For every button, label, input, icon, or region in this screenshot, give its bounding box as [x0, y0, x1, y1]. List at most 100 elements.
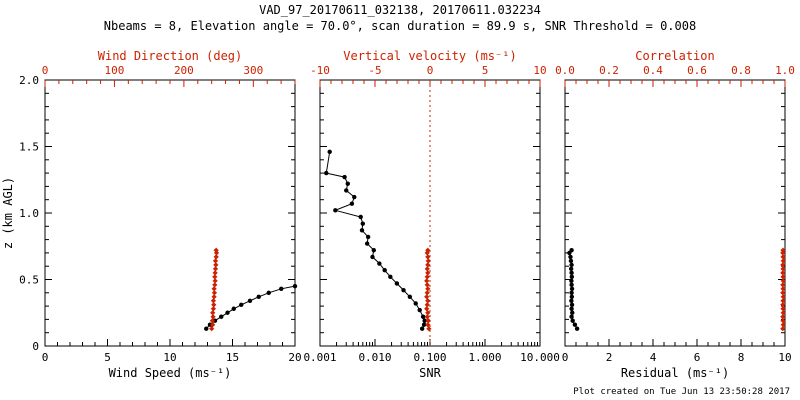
vertical-velocity-marker — [425, 322, 431, 328]
residual-marker — [569, 302, 575, 307]
correlation-marker — [780, 286, 786, 292]
residual-marker — [568, 258, 574, 264]
residual-marker — [568, 254, 573, 260]
residual-marker — [569, 282, 574, 288]
snr-marker — [371, 248, 376, 253]
x-tick-label: 10.000 — [520, 351, 560, 364]
wind-speed-marker — [204, 326, 209, 331]
residual-marker — [569, 270, 574, 276]
residual-marker — [569, 262, 574, 268]
correlation-marker — [780, 302, 786, 308]
vertical-velocity-marker — [425, 254, 431, 260]
wind-direction-marker — [211, 294, 217, 300]
snr-marker — [324, 170, 329, 176]
wind-direction-marker — [212, 258, 219, 264]
vertical-velocity-marker — [424, 266, 430, 272]
wind-direction-marker — [212, 278, 218, 284]
correlation-marker — [780, 258, 786, 264]
wind-direction-marker — [212, 282, 218, 288]
x-top-axis-label: Wind Direction (deg) — [98, 49, 243, 63]
snr-marker — [327, 149, 332, 155]
residual-marker — [569, 306, 574, 311]
wind-speed-marker — [219, 314, 224, 319]
correlation-marker — [780, 282, 786, 288]
wind-direction-marker — [213, 247, 219, 253]
x-top-tick-label: 0 — [427, 64, 434, 77]
snr-marker — [359, 228, 365, 233]
correlation-marker — [780, 306, 786, 312]
correlation-marker — [780, 247, 786, 253]
wind-direction-marker — [211, 290, 218, 296]
vertical-velocity-marker — [425, 270, 431, 276]
vertical-velocity-marker — [424, 314, 430, 320]
y-tick-label: 0 — [32, 340, 39, 353]
x-top-tick-label: 5 — [482, 64, 489, 77]
snr-marker — [364, 241, 370, 246]
correlation-marker — [780, 318, 786, 324]
plot-subtitle: Nbeams = 8, Elevation angle = 70.0°, sca… — [103, 19, 697, 33]
x-top-axis-label: Vertical velocity (ms⁻¹) — [343, 49, 516, 63]
x-top-tick-label: 0.8 — [731, 64, 751, 77]
residual-marker — [569, 294, 575, 299]
wind-direction-marker — [209, 326, 215, 332]
snr-marker — [394, 281, 400, 286]
y-tick-label: 0.5 — [19, 274, 39, 287]
correlation-marker — [780, 262, 786, 268]
correlation-marker — [780, 294, 786, 300]
x-tick-label: 20 — [288, 351, 301, 364]
snr-panel: 0.001 0.010 0.100 1.000 10.000 SNR -10 -5 0 5 10 Ve… — [303, 49, 559, 380]
snr-marker — [421, 322, 427, 327]
snr-marker — [417, 307, 422, 313]
snr-marker — [422, 318, 427, 323]
x-tick-label: 15 — [226, 351, 239, 364]
vertical-velocity-marker — [425, 310, 431, 316]
x-tick-label: 0.010 — [358, 351, 391, 364]
correlation-marker — [780, 250, 786, 256]
x-bottom-axis-label: SNR — [419, 366, 441, 380]
wind-speed-marker — [256, 294, 261, 299]
snr-marker — [349, 201, 355, 206]
residual-marker — [570, 318, 575, 323]
residual-panel: 0 2 4 6 8 10 Residual (ms⁻¹) 0.0 0.2 0.4 0.6 0.8 1.0… — [555, 49, 795, 380]
correlation-marker — [780, 322, 786, 328]
x-tick-label: 0 — [42, 351, 49, 364]
wind-direction-marker — [210, 310, 216, 316]
x-tick-label: 10 — [163, 351, 176, 364]
wind-speed-marker — [279, 286, 284, 292]
wind-direction-marker — [212, 270, 218, 276]
x-tick-label: 5 — [104, 351, 111, 364]
wind-direction-marker — [212, 274, 218, 280]
wind-speed-marker — [239, 302, 244, 307]
vertical-velocity-marker — [425, 262, 431, 268]
x-top-tick-label: -5 — [368, 64, 381, 77]
wind-direction-marker — [211, 286, 217, 292]
residual-marker — [570, 310, 575, 315]
x-top-axis-label: Correlation — [635, 49, 714, 63]
snr-marker — [407, 294, 413, 299]
residual-marker — [568, 266, 574, 272]
wind-panel: 0 5 10 15 20 Wind Speed (ms⁻¹) 0 100 200 300Wind … — [1, 49, 302, 380]
vertical-velocity-marker — [425, 258, 431, 264]
snr-marker — [352, 194, 357, 200]
correlation-marker — [780, 270, 786, 276]
correlation-marker — [780, 254, 786, 260]
wind-direction-marker — [210, 314, 216, 320]
snr-marker — [342, 174, 347, 180]
x-top-tick-label: -10 — [310, 64, 330, 77]
correlation-marker — [780, 314, 786, 320]
residual-marker — [569, 314, 574, 319]
y-tick-label: 1.0 — [19, 207, 39, 220]
snr-marker — [419, 326, 425, 331]
snr-marker — [413, 301, 418, 306]
snr-marker — [358, 214, 363, 220]
correlation-marker — [780, 326, 786, 332]
wind-speed-marker — [225, 310, 230, 315]
x-tick-label: 2 — [606, 351, 613, 364]
x-top-tick-label: 10 — [533, 64, 546, 77]
vertical-velocity-marker — [424, 282, 430, 288]
snr-marker — [382, 267, 387, 273]
x-top-tick-label: 200 — [174, 64, 194, 77]
wind-direction-marker — [210, 322, 216, 328]
wind-speed-marker — [247, 298, 253, 303]
